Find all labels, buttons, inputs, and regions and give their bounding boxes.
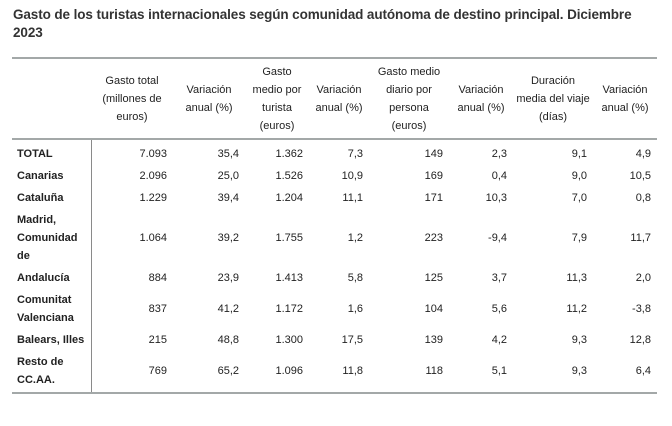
cell-value: 0,8 bbox=[635, 192, 651, 204]
cell-value: 125 bbox=[424, 272, 443, 284]
tourist-spending-table: Gasto total (millones de euros) Variació… bbox=[12, 57, 657, 394]
cell-value: 1.229 bbox=[139, 192, 167, 204]
cell-value: 2,3 bbox=[491, 148, 507, 160]
column-header-gasto-total: Gasto total (millones de euros) bbox=[91, 57, 173, 140]
cell-value: 1.300 bbox=[275, 334, 303, 346]
cell-value: 9,1 bbox=[571, 148, 587, 160]
row-label: Resto de CC.AA. bbox=[12, 351, 92, 394]
cell-value: 17,5 bbox=[341, 334, 363, 346]
cell-value: 5,1 bbox=[449, 351, 513, 394]
table-row: Resto de CC.AA. 769 65,2 1.096 11,8 118 … bbox=[12, 351, 657, 394]
cell-value: 25,0 bbox=[217, 170, 239, 182]
cell-value: 1.064 bbox=[139, 232, 167, 244]
cell-value: 3,7 bbox=[491, 272, 507, 284]
row-label: Balears, Illes bbox=[12, 329, 92, 351]
cell-value: 39,4 bbox=[217, 192, 239, 204]
table-row: TOTAL 7.093 35,4 1.362 7,3 149 2,3 9,1 4… bbox=[12, 139, 657, 165]
table-row: Comunitat Valenciana 837 41,2 1.172 1,6 … bbox=[12, 289, 657, 329]
cell-value: 12,8 bbox=[629, 334, 651, 346]
cell-value: 1.096 bbox=[245, 351, 309, 394]
row-label: Madrid, Comunidad de bbox=[12, 209, 92, 267]
row-label: Cataluña bbox=[12, 187, 92, 209]
cell-value: 1.172 bbox=[275, 303, 303, 315]
cell-value: 39,2 bbox=[217, 232, 239, 244]
cell-value: 11,7 bbox=[630, 232, 651, 244]
cell-value: -3,8 bbox=[632, 303, 651, 315]
row-label: TOTAL bbox=[12, 139, 92, 165]
cell-value: 0,4 bbox=[491, 170, 507, 182]
cell-value: 169 bbox=[424, 170, 443, 182]
cell-value: 4,9 bbox=[635, 148, 651, 160]
cell-value: 171 bbox=[424, 192, 443, 204]
cell-value: 11,8 bbox=[309, 351, 369, 394]
cell-value: 837 bbox=[148, 303, 167, 315]
cell-value: 1.362 bbox=[275, 148, 303, 160]
cell-value: 10,3 bbox=[485, 192, 507, 204]
cell-value: 1.755 bbox=[275, 232, 303, 244]
column-header-variacion-gasto-diario: Variación anual (%) bbox=[449, 57, 513, 140]
cell-value: 5,6 bbox=[491, 303, 507, 315]
cell-value: 11,3 bbox=[566, 272, 587, 284]
cell-value: 1.413 bbox=[275, 272, 303, 284]
cell-value: 1,6 bbox=[347, 303, 363, 315]
cell-value: 9,3 bbox=[571, 334, 587, 346]
table-row: Balears, Illes 215 48,8 1.300 17,5 139 4… bbox=[12, 329, 657, 351]
cell-value: 65,2 bbox=[173, 351, 245, 394]
cell-value: 2,0 bbox=[635, 272, 651, 284]
column-header-variacion-duracion: Variación anual (%) bbox=[593, 57, 657, 140]
cell-value: 41,2 bbox=[217, 303, 239, 315]
cell-value: 1.204 bbox=[275, 192, 303, 204]
cell-value: 769 bbox=[91, 351, 173, 394]
page-title: Gasto de los turistas internacionales se… bbox=[13, 7, 632, 40]
column-header-gasto-medio-diario: Gasto medio diario por persona (euros) bbox=[369, 57, 449, 140]
cell-value: 6,4 bbox=[593, 351, 657, 394]
column-header-region bbox=[12, 57, 91, 140]
column-header-duracion-media: Duración media del viaje (días) bbox=[513, 57, 593, 140]
table-header-row: Gasto total (millones de euros) Variació… bbox=[12, 57, 657, 140]
cell-value: 9,3 bbox=[513, 351, 593, 394]
cell-value: 104 bbox=[424, 303, 443, 315]
cell-value: 1.526 bbox=[275, 170, 303, 182]
cell-value: 7.093 bbox=[139, 148, 167, 160]
column-header-gasto-medio-turista: Gasto medio por turista (euros) bbox=[245, 57, 309, 140]
table-row: Madrid, Comunidad de 1.064 39,2 1.755 1,… bbox=[12, 209, 657, 267]
cell-value: -9,4 bbox=[488, 232, 507, 244]
cell-value: 118 bbox=[369, 351, 449, 394]
column-header-variacion-gasto-total: Variación anual (%) bbox=[173, 57, 245, 140]
row-label: Comunitat Valenciana bbox=[12, 289, 92, 329]
table-row: Cataluña 1.229 39,4 1.204 11,1 171 10,3 … bbox=[12, 187, 657, 209]
row-label: Andalucía bbox=[12, 267, 92, 289]
cell-value: 9,0 bbox=[571, 170, 587, 182]
table-row: Canarias 2.096 25,0 1.526 10,9 169 0,4 9… bbox=[12, 165, 657, 187]
cell-value: 223 bbox=[424, 232, 443, 244]
cell-value: 10,9 bbox=[341, 170, 363, 182]
table-row: Andalucía 884 23,9 1.413 5,8 125 3,7 11,… bbox=[12, 267, 657, 289]
row-label: Canarias bbox=[12, 165, 92, 187]
cell-value: 48,8 bbox=[217, 334, 239, 346]
cell-value: 5,8 bbox=[347, 272, 363, 284]
cell-value: 139 bbox=[424, 334, 443, 346]
cell-value: 10,5 bbox=[629, 170, 651, 182]
cell-value: 35,4 bbox=[217, 148, 239, 160]
cell-value: 2.096 bbox=[139, 170, 167, 182]
cell-value: 11,2 bbox=[566, 303, 587, 315]
cell-value: 149 bbox=[424, 148, 443, 160]
cell-value: 1,2 bbox=[347, 232, 363, 244]
cell-value: 7,0 bbox=[571, 192, 587, 204]
cell-value: 23,9 bbox=[217, 272, 239, 284]
column-header-variacion-gasto-medio: Variación anual (%) bbox=[309, 57, 369, 140]
cell-value: 11,1 bbox=[342, 192, 363, 204]
cell-value: 7,3 bbox=[347, 148, 363, 160]
cell-value: 4,2 bbox=[491, 334, 507, 346]
cell-value: 7,9 bbox=[571, 232, 587, 244]
cell-value: 884 bbox=[148, 272, 167, 284]
cell-value: 215 bbox=[148, 334, 167, 346]
